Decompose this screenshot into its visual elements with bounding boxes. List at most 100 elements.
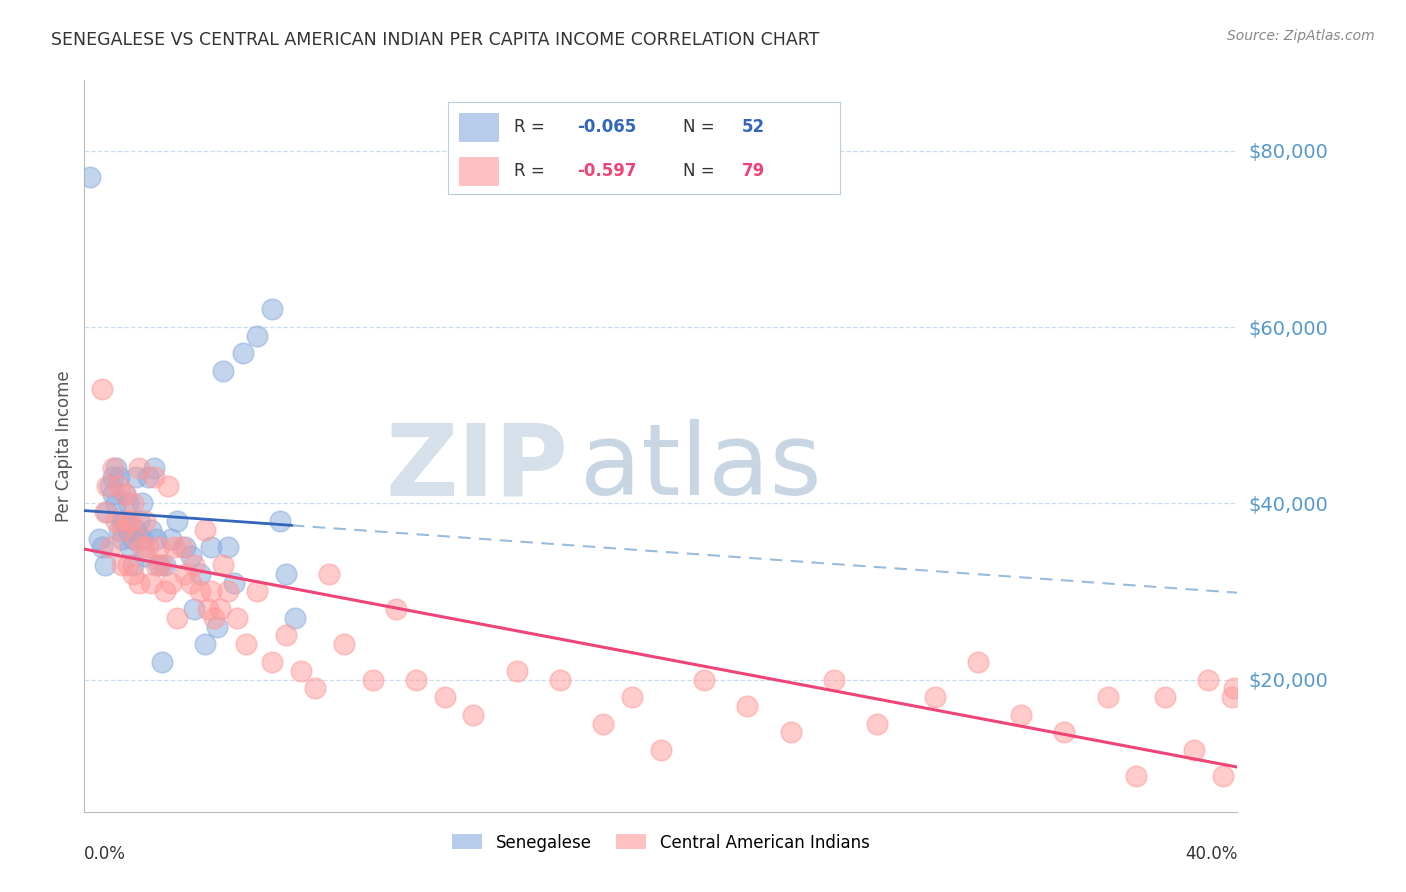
Point xyxy=(218,541,240,555)
Text: atlas: atlas xyxy=(581,419,821,516)
Point xyxy=(276,628,298,642)
Point xyxy=(924,690,946,705)
Point xyxy=(117,514,139,528)
Point xyxy=(1097,690,1119,705)
Point xyxy=(197,602,219,616)
Point xyxy=(1223,681,1246,696)
Point xyxy=(172,541,194,555)
Point xyxy=(105,514,128,528)
Point xyxy=(318,566,340,581)
Point xyxy=(105,496,128,510)
Point xyxy=(122,532,145,546)
Point xyxy=(156,478,179,492)
Point xyxy=(211,558,233,572)
Point xyxy=(269,514,291,528)
Point xyxy=(1154,690,1177,705)
Point xyxy=(180,549,202,563)
Point xyxy=(87,532,110,546)
Point xyxy=(108,478,131,492)
Point xyxy=(160,575,183,590)
Text: 40.0%: 40.0% xyxy=(1185,845,1237,863)
Point xyxy=(967,655,990,669)
Point xyxy=(260,302,283,317)
Point xyxy=(125,532,148,546)
Point xyxy=(111,558,134,572)
Point xyxy=(90,541,112,555)
Point xyxy=(125,470,148,484)
Point xyxy=(163,541,186,555)
Point xyxy=(96,478,118,492)
Point xyxy=(1198,673,1220,687)
Point xyxy=(290,664,312,678)
Point xyxy=(111,514,134,528)
Point xyxy=(183,558,205,572)
Point xyxy=(200,541,222,555)
Point xyxy=(153,558,176,572)
Point xyxy=(232,346,254,360)
Point xyxy=(166,611,188,625)
Point xyxy=(111,523,134,537)
Point xyxy=(148,541,170,555)
Point xyxy=(134,549,156,563)
Point xyxy=(779,725,801,739)
Text: SENEGALESE VS CENTRAL AMERICAN INDIAN PER CAPITA INCOME CORRELATION CHART: SENEGALESE VS CENTRAL AMERICAN INDIAN PE… xyxy=(51,31,818,49)
Point xyxy=(142,461,165,475)
Point xyxy=(592,716,614,731)
Point xyxy=(120,541,142,555)
Point xyxy=(433,690,456,705)
Point xyxy=(93,505,115,519)
Point xyxy=(621,690,644,705)
Point xyxy=(139,575,162,590)
Point xyxy=(188,584,211,599)
Point xyxy=(174,541,197,555)
Point xyxy=(866,716,889,731)
Point xyxy=(188,566,211,581)
Point xyxy=(122,558,145,572)
Text: ZIP: ZIP xyxy=(385,419,568,516)
Point xyxy=(103,487,124,501)
Point xyxy=(150,558,173,572)
Point xyxy=(202,611,225,625)
Point xyxy=(226,611,249,625)
Point xyxy=(136,541,159,555)
Point xyxy=(79,170,101,185)
Point xyxy=(208,602,231,616)
Point xyxy=(105,461,128,475)
Point xyxy=(108,470,131,484)
Point xyxy=(1010,707,1032,722)
Point xyxy=(114,487,136,501)
Point xyxy=(1220,690,1243,705)
Point xyxy=(218,584,240,599)
Point xyxy=(134,514,156,528)
Point xyxy=(1212,769,1234,783)
Point xyxy=(200,584,222,599)
Point xyxy=(117,496,139,510)
Point xyxy=(114,487,136,501)
Point xyxy=(150,655,173,669)
Point xyxy=(136,470,159,484)
Legend: Senegalese, Central American Indians: Senegalese, Central American Indians xyxy=(446,827,876,858)
Point xyxy=(153,584,176,599)
Text: 0.0%: 0.0% xyxy=(84,845,127,863)
Text: Source: ZipAtlas.com: Source: ZipAtlas.com xyxy=(1227,29,1375,43)
Point xyxy=(174,566,197,581)
Point xyxy=(103,470,124,484)
Point xyxy=(183,602,205,616)
Point xyxy=(548,673,571,687)
Point xyxy=(103,461,124,475)
Point xyxy=(1125,769,1147,783)
Point xyxy=(148,558,170,572)
Point xyxy=(333,637,356,651)
Point xyxy=(304,681,326,696)
Point xyxy=(128,461,150,475)
Point xyxy=(145,532,167,546)
Point xyxy=(284,611,307,625)
Point xyxy=(823,673,845,687)
Point xyxy=(120,514,142,528)
Point xyxy=(205,620,228,634)
Point xyxy=(194,637,217,651)
Point xyxy=(260,655,283,669)
Point xyxy=(737,698,759,713)
Point xyxy=(166,514,188,528)
Point xyxy=(111,532,134,546)
